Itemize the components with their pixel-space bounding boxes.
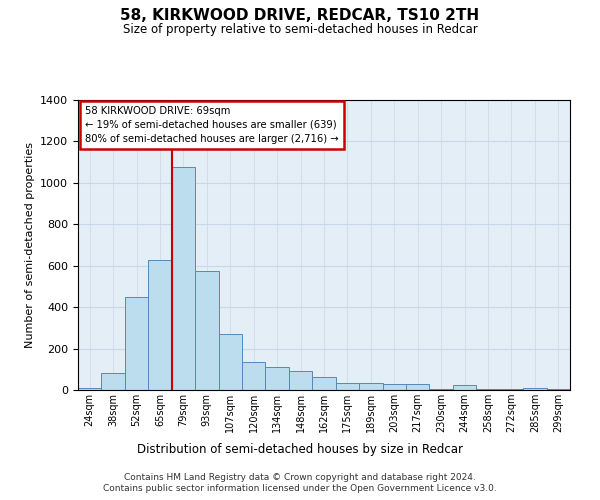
Bar xyxy=(453,385,476,390)
Bar xyxy=(172,168,195,390)
Bar xyxy=(101,374,125,390)
Text: 58 KIRKWOOD DRIVE: 69sqm
← 19% of semi-detached houses are smaller (639)
80% of : 58 KIRKWOOD DRIVE: 69sqm ← 19% of semi-d… xyxy=(85,106,339,144)
Bar xyxy=(289,372,312,390)
Bar xyxy=(218,334,242,390)
Bar xyxy=(430,389,453,390)
Bar xyxy=(312,376,336,390)
Bar xyxy=(523,388,547,390)
Bar xyxy=(383,384,406,390)
Bar xyxy=(406,384,430,390)
Y-axis label: Number of semi-detached properties: Number of semi-detached properties xyxy=(25,142,35,348)
Bar xyxy=(476,389,500,390)
Bar xyxy=(500,389,523,390)
Bar xyxy=(359,383,383,390)
Text: Size of property relative to semi-detached houses in Redcar: Size of property relative to semi-detach… xyxy=(122,22,478,36)
Text: Contains HM Land Registry data © Crown copyright and database right 2024.: Contains HM Land Registry data © Crown c… xyxy=(124,472,476,482)
Bar xyxy=(242,362,265,390)
Text: Contains public sector information licensed under the Open Government Licence v3: Contains public sector information licen… xyxy=(103,484,497,493)
Bar xyxy=(195,271,218,390)
Bar xyxy=(125,297,148,390)
Bar xyxy=(265,367,289,390)
Bar xyxy=(148,260,172,390)
Bar xyxy=(78,388,101,390)
Text: 58, KIRKWOOD DRIVE, REDCAR, TS10 2TH: 58, KIRKWOOD DRIVE, REDCAR, TS10 2TH xyxy=(121,8,479,22)
Bar xyxy=(547,389,570,390)
Bar xyxy=(336,383,359,390)
Text: Distribution of semi-detached houses by size in Redcar: Distribution of semi-detached houses by … xyxy=(137,442,463,456)
